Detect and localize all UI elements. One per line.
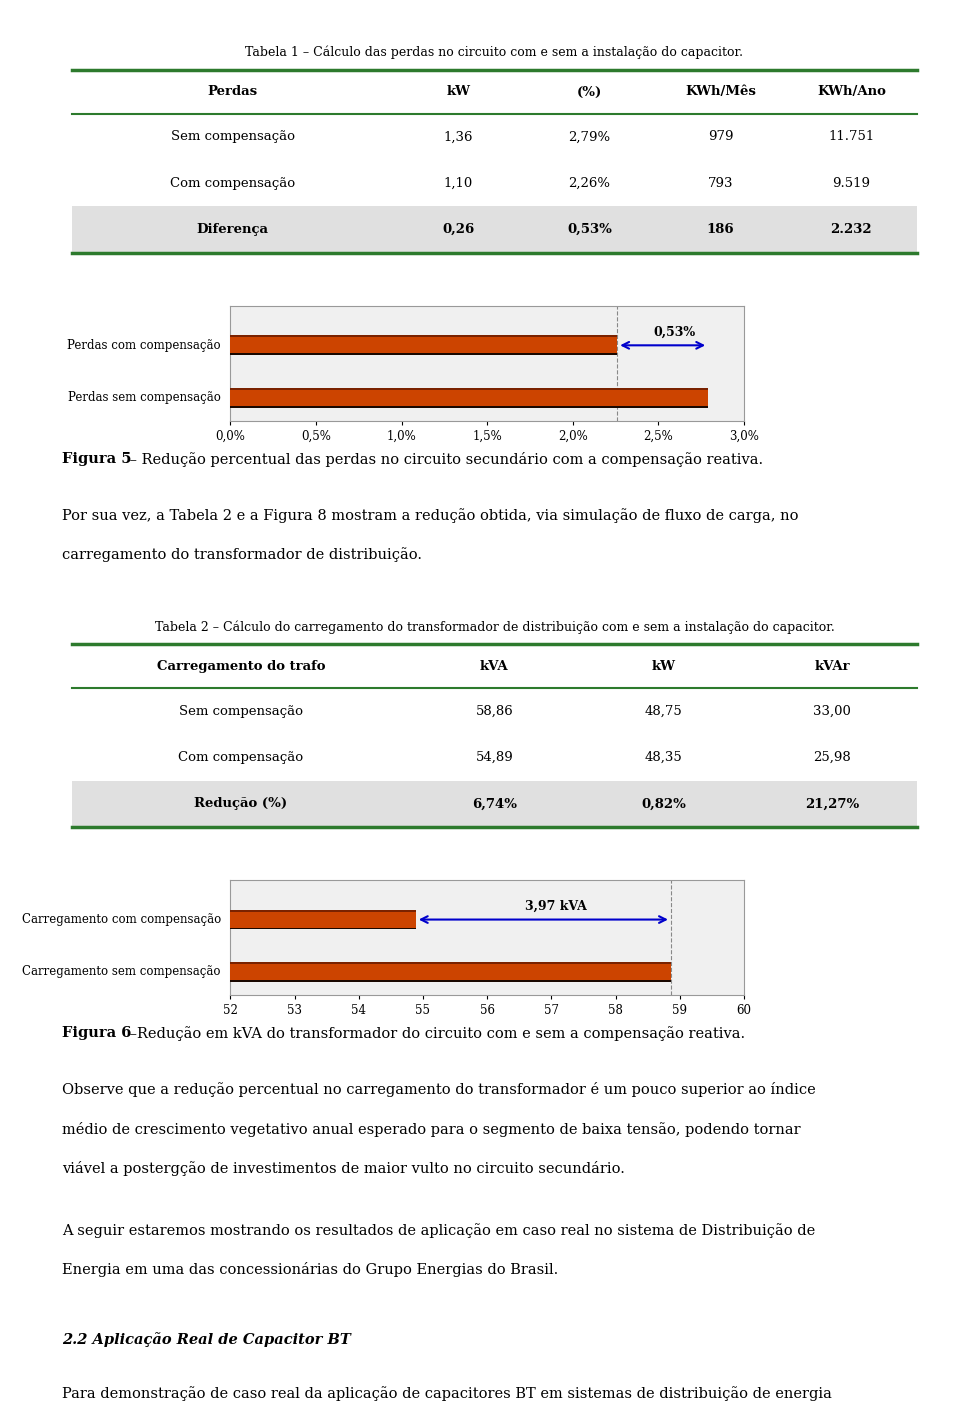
Text: Tabela 1 – Cálculo das perdas no circuito com e sem a instalação do capacitor.: Tabela 1 – Cálculo das perdas no circuit… [246,46,743,59]
Text: Figura 6: Figura 6 [62,1026,132,1040]
Text: 0,82%: 0,82% [641,797,685,810]
Text: 0,53%: 0,53% [654,326,696,338]
Text: 58,86: 58,86 [475,705,514,717]
Text: A seguir estaremos mostrando os resultados de aplicação em caso real no sistema : A seguir estaremos mostrando os resultad… [62,1223,816,1238]
Text: 33,00: 33,00 [813,705,852,717]
Text: Carregamento do trafo: Carregamento do trafo [156,660,325,673]
Text: 9.519: 9.519 [832,177,871,190]
Text: médio de crescimento vegetativo anual esperado para o segmento de baixa tensão, : médio de crescimento vegetativo anual es… [62,1122,801,1137]
Text: Perdas: Perdas [207,86,257,98]
Text: kW: kW [651,660,675,673]
Text: 11.751: 11.751 [828,131,875,143]
Text: (%): (%) [577,86,602,98]
Text: 793: 793 [708,177,733,190]
Text: KWh/Ano: KWh/Ano [817,86,886,98]
Text: 0,53%: 0,53% [567,223,612,236]
Text: 1,10: 1,10 [444,177,473,190]
Text: 25,98: 25,98 [813,751,852,764]
Text: kVA: kVA [480,660,509,673]
Text: KWh/Mês: KWh/Mês [684,86,756,98]
Text: Sem compensação: Sem compensação [171,131,295,143]
Text: Energia em uma das concessionárias do Grupo Energias do Brasil.: Energia em uma das concessionárias do Gr… [62,1262,559,1278]
Text: 2.232: 2.232 [830,223,872,236]
Text: 979: 979 [708,131,733,143]
Text: carregamento do transformador de distribuição.: carregamento do transformador de distrib… [62,548,422,563]
Text: 186: 186 [707,223,734,236]
Text: Para demonstração de caso real da aplicação de capacitores BT em sistemas de dis: Para demonstração de caso real da aplica… [62,1386,832,1401]
Text: Carregamento sem compensação: Carregamento sem compensação [22,966,221,979]
Text: Por sua vez, a Tabela 2 e a Figura 8 mostram a redução obtida, via simulação de : Por sua vez, a Tabela 2 e a Figura 8 mos… [62,508,799,524]
Text: 48,75: 48,75 [644,705,683,717]
Text: Redução (%): Redução (%) [194,797,288,810]
Text: 0,26: 0,26 [443,223,474,236]
Text: 48,35: 48,35 [644,751,683,764]
Text: 2,26%: 2,26% [568,177,611,190]
Text: 2.2 Aplicação Real de Capacitor BT: 2.2 Aplicação Real de Capacitor BT [62,1332,351,1348]
Text: Perdas sem compensação: Perdas sem compensação [68,392,221,404]
Text: Observe que a redução percentual no carregamento do transformador é um pouco sup: Observe que a redução percentual no carr… [62,1082,816,1098]
Text: Sem compensação: Sem compensação [179,705,303,717]
Text: 21,27%: 21,27% [805,797,859,810]
Text: 6,74%: 6,74% [472,797,516,810]
Text: 54,89: 54,89 [475,751,514,764]
Text: –Redução em kVA do transformador do circuito com e sem a compensação reativa.: –Redução em kVA do transformador do circ… [125,1026,745,1042]
Text: 3,97 kVA: 3,97 kVA [525,900,588,913]
Text: Figura 5: Figura 5 [62,452,132,466]
Text: Carregamento com compensação: Carregamento com compensação [21,913,221,927]
Text: 2,79%: 2,79% [568,131,611,143]
Text: Diferença: Diferença [197,223,269,236]
Text: kVAr: kVAr [814,660,851,673]
Text: – Redução percentual das perdas no circuito secundário com a compensação reativa: – Redução percentual das perdas no circu… [125,452,763,468]
Text: Tabela 2 – Cálculo do carregamento do transformador de distribuição com e sem a : Tabela 2 – Cálculo do carregamento do tr… [155,621,834,633]
Text: viável a postergção de investimentos de maior vulto no circuito secundário.: viável a postergção de investimentos de … [62,1161,625,1177]
Text: Perdas com compensação: Perdas com compensação [67,338,221,352]
Text: kW: kW [446,86,470,98]
Text: Com compensação: Com compensação [170,177,295,190]
Text: Com compensação: Com compensação [179,751,303,764]
Text: 1,36: 1,36 [444,131,473,143]
